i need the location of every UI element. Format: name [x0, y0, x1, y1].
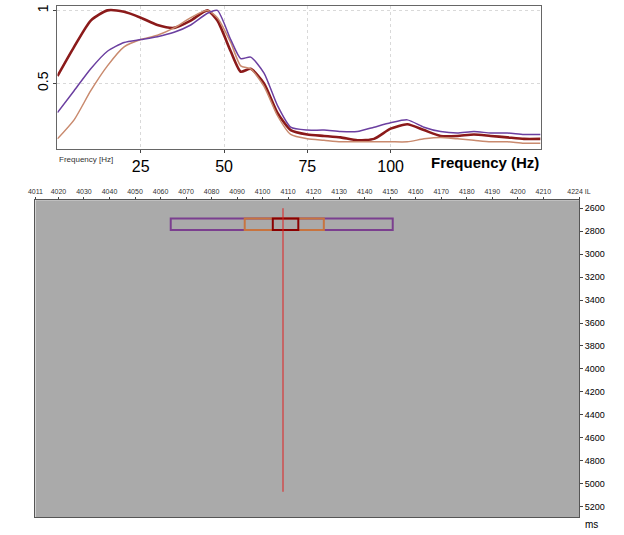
- svg-text:4800: 4800: [585, 456, 605, 466]
- svg-text:4140: 4140: [357, 188, 373, 195]
- svg-text:100: 100: [377, 158, 404, 175]
- svg-text:25: 25: [132, 158, 150, 175]
- svg-text:0.5: 0.5: [35, 71, 51, 91]
- svg-text:4040: 4040: [102, 188, 118, 195]
- svg-text:4200: 4200: [510, 188, 526, 195]
- svg-text:ms: ms: [585, 519, 598, 530]
- svg-text:4000: 4000: [585, 364, 605, 374]
- svg-text:3400: 3400: [585, 295, 605, 305]
- svg-text:4060: 4060: [153, 188, 169, 195]
- svg-text:4020: 4020: [51, 188, 67, 195]
- svg-text:4050: 4050: [127, 188, 143, 195]
- svg-text:4110: 4110: [281, 188, 296, 195]
- svg-text:50: 50: [215, 158, 233, 175]
- svg-text:4080: 4080: [204, 188, 220, 195]
- svg-text:4150: 4150: [382, 188, 398, 195]
- svg-text:4170: 4170: [433, 188, 449, 195]
- svg-text:4210: 4210: [535, 188, 551, 195]
- svg-text:4030: 4030: [76, 188, 92, 195]
- svg-text:4190: 4190: [484, 188, 500, 195]
- svg-text:4180: 4180: [459, 188, 475, 195]
- svg-text:4100: 4100: [255, 188, 271, 195]
- svg-text:4160: 4160: [408, 188, 424, 195]
- svg-text:5200: 5200: [585, 502, 605, 512]
- svg-text:3000: 3000: [585, 249, 605, 259]
- svg-text:4224 IL: 4224 IL: [567, 188, 590, 195]
- svg-text:4600: 4600: [585, 433, 605, 443]
- svg-text:2800: 2800: [585, 226, 605, 236]
- svg-text:1: 1: [35, 4, 51, 12]
- svg-text:Frequency [Hz]: Frequency [Hz]: [59, 155, 113, 164]
- svg-text:4200: 4200: [585, 387, 605, 397]
- svg-text:4090: 4090: [229, 188, 245, 195]
- svg-text:4120: 4120: [306, 188, 322, 195]
- svg-text:3200: 3200: [585, 272, 605, 282]
- svg-text:2600: 2600: [585, 203, 605, 213]
- svg-text:4070: 4070: [178, 188, 194, 195]
- svg-text:3600: 3600: [585, 318, 605, 328]
- svg-text:4011: 4011: [28, 188, 43, 195]
- svg-text:5000: 5000: [585, 479, 605, 489]
- svg-text:4130: 4130: [331, 188, 347, 195]
- svg-text:Frequency (Hz): Frequency (Hz): [431, 154, 539, 171]
- svg-text:4400: 4400: [585, 410, 605, 420]
- svg-text:3800: 3800: [585, 341, 605, 351]
- svg-text:75: 75: [298, 158, 316, 175]
